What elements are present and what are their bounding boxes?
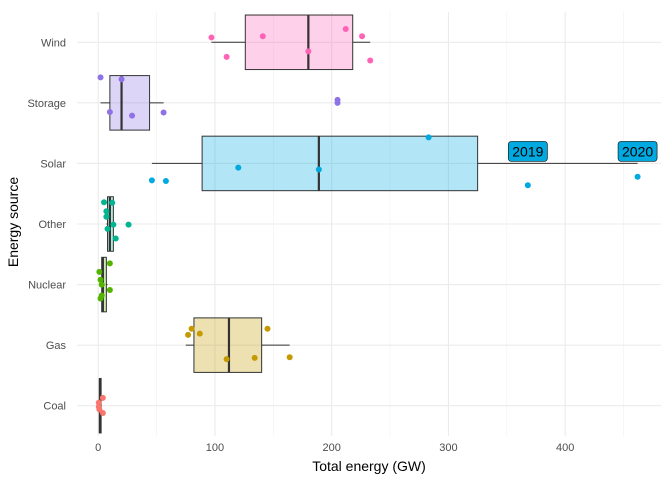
data-point [342, 25, 349, 32]
data-point [148, 177, 155, 184]
data-point [524, 182, 531, 189]
data-point [160, 109, 167, 116]
data-point [223, 356, 230, 363]
data-point [97, 276, 104, 283]
x-axis-ticks: 0 100 200 300 400 [95, 442, 574, 454]
data-point [98, 281, 105, 288]
y-tick-label: Gas [46, 340, 67, 352]
data-point [97, 295, 104, 302]
data-point [96, 268, 103, 275]
data-point [251, 354, 258, 361]
data-point [106, 108, 113, 115]
box-wind [244, 14, 354, 71]
point-annotations: 2019 2020 [507, 141, 658, 162]
data-point [334, 99, 341, 106]
data-point [185, 331, 192, 338]
data-point [118, 76, 125, 83]
data-point [103, 208, 110, 215]
data-point [97, 74, 104, 81]
x-tick-label: 100 [206, 442, 224, 454]
data-point [259, 33, 266, 40]
data-point [101, 199, 108, 206]
y-tick-label: Storage [27, 98, 66, 110]
data-point [367, 57, 374, 64]
y-tick-label: Coal [43, 401, 66, 413]
y-tick-label: Other [38, 219, 66, 231]
y-axis-ticks: Coal Gas Nuclear Other Solar Storage Wind [27, 37, 66, 412]
data-point [425, 134, 432, 141]
data-point [99, 394, 106, 401]
data-point [106, 260, 113, 267]
data-point [235, 164, 242, 171]
annotation-label: 2020 [622, 143, 653, 159]
y-tick-label: Solar [40, 158, 66, 170]
data-point [112, 235, 119, 242]
y-tick-label: Wind [41, 37, 66, 49]
data-point [106, 287, 113, 294]
data-point [99, 409, 106, 416]
data-point [103, 213, 110, 220]
data-point [110, 221, 117, 228]
x-tick-label: 300 [439, 442, 457, 454]
data-point [196, 330, 203, 337]
data-points [95, 25, 641, 416]
data-point [109, 199, 116, 206]
x-tick-label: 0 [95, 442, 101, 454]
data-point [95, 399, 102, 406]
data-point [129, 112, 136, 119]
y-axis-title: Energy source [5, 177, 21, 267]
annotation-label: 2019 [512, 143, 543, 159]
data-point [286, 354, 293, 361]
grid-lines [77, 12, 661, 436]
y-tick-label: Nuclear [28, 280, 66, 292]
data-point [223, 53, 230, 60]
data-point [188, 325, 195, 332]
box-storage [109, 75, 151, 131]
data-point [125, 221, 132, 228]
data-point [634, 173, 641, 180]
box-solar [201, 135, 479, 192]
annotation-box [617, 141, 658, 162]
box-gas [193, 317, 263, 373]
data-point [208, 34, 215, 41]
data-point [359, 33, 366, 40]
box-plots [98, 14, 638, 434]
data-point [315, 166, 322, 173]
annotation-box [507, 141, 548, 162]
data-point [162, 177, 169, 184]
data-point [305, 48, 312, 55]
x-tick-label: 200 [323, 442, 341, 454]
data-point [104, 225, 111, 232]
x-axis-title: Total energy (GW) [312, 458, 426, 474]
x-tick-label: 400 [556, 442, 574, 454]
data-point [264, 325, 271, 332]
